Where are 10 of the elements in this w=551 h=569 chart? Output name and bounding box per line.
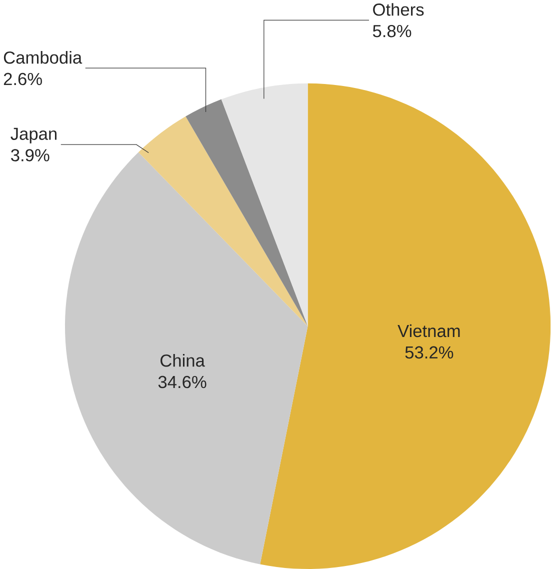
slice-label: Vietnam (398, 324, 460, 338)
data-label: 2.6% (4, 72, 42, 86)
slice-label: Others (373, 3, 424, 16)
data-label: 5.8% (373, 24, 412, 38)
slice-label: Japan (10, 128, 57, 144)
data-label: 53.2% (405, 346, 454, 359)
data-label: 3.9% (11, 149, 50, 162)
slice-label: China (160, 354, 206, 367)
slice-label: Cambodia (4, 51, 82, 64)
data-label: 34.6% (158, 376, 206, 388)
